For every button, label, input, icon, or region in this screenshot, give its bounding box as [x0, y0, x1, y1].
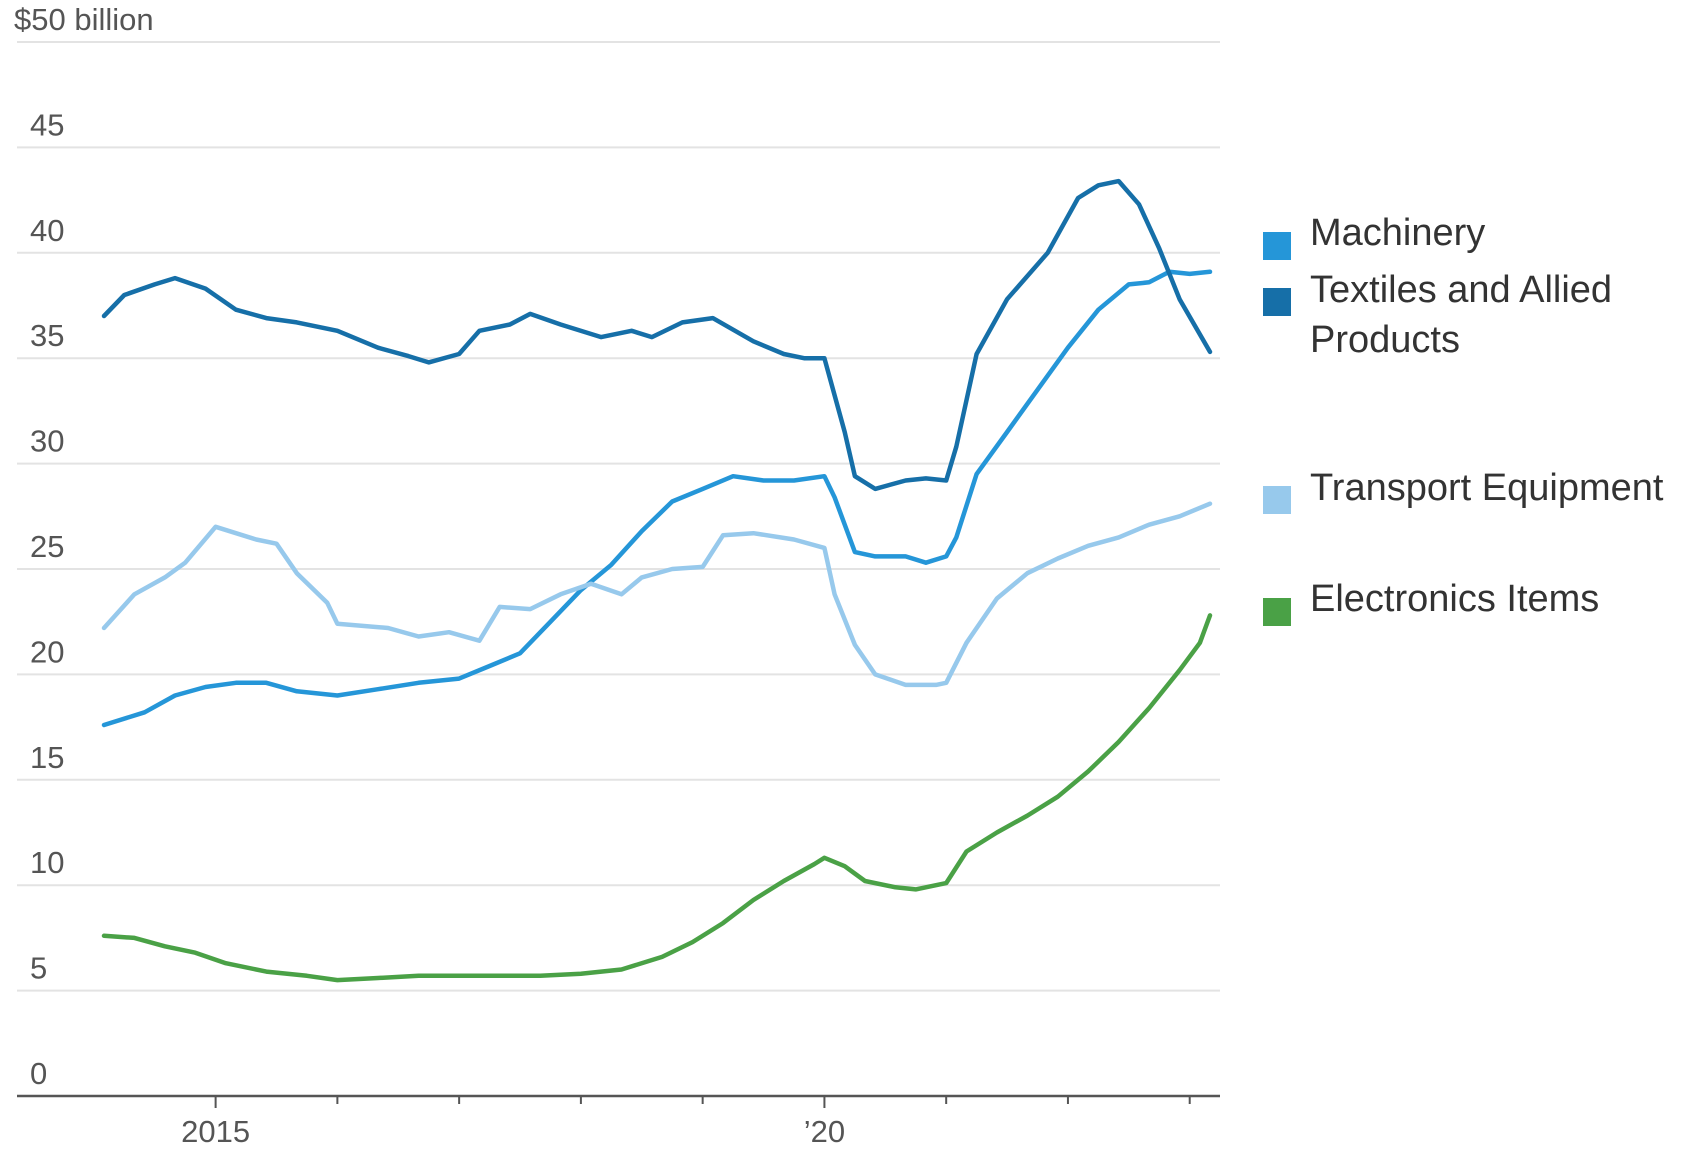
- series-line-machinery: [101, 269, 1213, 728]
- legend-label: Products: [1310, 319, 1460, 361]
- y-tick-label: 15: [30, 740, 64, 775]
- y-tick-label: 20: [30, 634, 64, 669]
- y-axis-labels: 0 5 10 15 20 25 30 35 40 45 $50 billion: [14, 2, 154, 1091]
- legend-label: Textiles and Allied: [1310, 269, 1612, 311]
- y-tick-label: 10: [30, 845, 64, 880]
- legend-item: Transport Equipment: [1263, 467, 1664, 514]
- y-tick-label: 35: [30, 318, 64, 353]
- x-tick-label: 2015: [181, 1114, 250, 1149]
- legend-swatch: [1263, 232, 1291, 260]
- legend-swatch: [1263, 288, 1291, 316]
- legend-item: Machinery: [1263, 212, 1485, 260]
- x-tick-label: ’20: [804, 1114, 845, 1149]
- legend-swatch: [1263, 486, 1291, 514]
- series-lines: [101, 178, 1213, 983]
- x-axis: 2015 ’20: [17, 1094, 1220, 1149]
- y-tick-label: 0: [30, 1056, 47, 1091]
- y-tick-label: 30: [30, 424, 64, 459]
- legend: Machinery Textiles and Allied Products Tran…: [1263, 212, 1664, 626]
- y-tick-label: 40: [30, 213, 64, 248]
- y-tick-label: 5: [30, 951, 47, 986]
- y-tick-label: 25: [30, 529, 64, 564]
- legend-swatch: [1263, 598, 1291, 626]
- gridlines: [17, 41, 1220, 992]
- series-line-transport-equipment: [101, 501, 1213, 688]
- legend-label: Machinery: [1310, 212, 1485, 254]
- y-tick-label: 45: [30, 107, 64, 142]
- legend-label: Transport Equipment: [1310, 467, 1664, 509]
- series-line-textiles-and-allied-products: [101, 178, 1213, 492]
- legend-item: Textiles and Allied Products: [1263, 269, 1612, 361]
- legend-item: Electronics Items: [1263, 578, 1599, 626]
- series-line-electronics-items: [101, 613, 1213, 983]
- y-tick-label: $50 billion: [14, 2, 154, 37]
- legend-label: Electronics Items: [1310, 578, 1599, 620]
